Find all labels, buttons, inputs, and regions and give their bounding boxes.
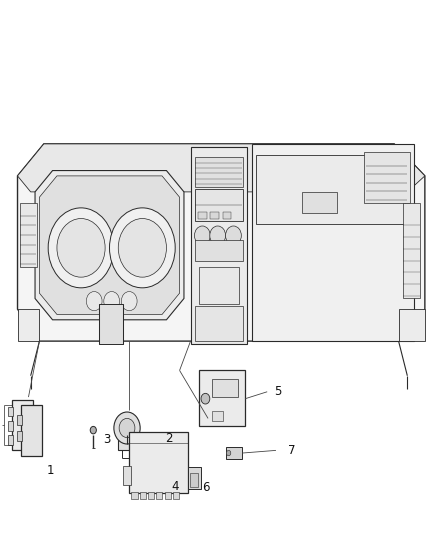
Bar bbox=[210, 212, 219, 219]
Bar bbox=[195, 306, 243, 341]
Bar bbox=[8, 407, 13, 416]
Bar bbox=[195, 240, 243, 261]
Polygon shape bbox=[18, 309, 39, 341]
Polygon shape bbox=[18, 144, 425, 341]
Bar bbox=[17, 415, 22, 425]
Circle shape bbox=[118, 219, 166, 277]
Bar bbox=[191, 147, 247, 344]
Bar bbox=[99, 304, 123, 344]
Circle shape bbox=[57, 219, 105, 277]
Bar bbox=[20, 203, 37, 266]
Bar bbox=[223, 212, 231, 219]
Polygon shape bbox=[18, 144, 425, 192]
Bar bbox=[118, 434, 160, 450]
Text: 4: 4 bbox=[171, 480, 179, 492]
Bar bbox=[190, 473, 198, 487]
Bar bbox=[256, 155, 405, 224]
Text: 2: 2 bbox=[165, 432, 173, 445]
Circle shape bbox=[90, 426, 96, 434]
Bar bbox=[212, 379, 238, 397]
Bar bbox=[156, 492, 162, 499]
Bar bbox=[145, 441, 169, 450]
Bar bbox=[123, 466, 131, 485]
Bar bbox=[188, 467, 201, 489]
Bar bbox=[252, 144, 414, 341]
Polygon shape bbox=[21, 405, 42, 456]
Bar bbox=[17, 431, 22, 441]
Bar bbox=[195, 157, 243, 187]
Polygon shape bbox=[12, 400, 33, 450]
Bar bbox=[140, 492, 146, 499]
Circle shape bbox=[121, 292, 137, 311]
Bar bbox=[195, 189, 243, 221]
Bar bbox=[129, 432, 188, 493]
Bar bbox=[131, 492, 138, 499]
Text: 3: 3 bbox=[104, 433, 111, 446]
Circle shape bbox=[201, 393, 210, 404]
Text: 6: 6 bbox=[202, 481, 210, 494]
Polygon shape bbox=[35, 171, 184, 320]
Circle shape bbox=[210, 226, 226, 245]
Bar bbox=[198, 212, 207, 219]
Bar bbox=[165, 492, 171, 499]
Circle shape bbox=[119, 418, 135, 438]
Polygon shape bbox=[399, 309, 425, 341]
Bar bbox=[226, 447, 242, 459]
Bar bbox=[173, 492, 179, 499]
Circle shape bbox=[194, 226, 210, 245]
Bar bbox=[148, 492, 154, 499]
Text: 5: 5 bbox=[275, 385, 282, 398]
Circle shape bbox=[104, 292, 120, 311]
Circle shape bbox=[114, 412, 140, 444]
Bar bbox=[8, 421, 13, 431]
Circle shape bbox=[226, 226, 241, 245]
Polygon shape bbox=[39, 176, 180, 314]
Text: 1: 1 bbox=[46, 464, 54, 477]
Bar bbox=[302, 192, 337, 213]
Bar bbox=[199, 370, 245, 426]
Bar bbox=[8, 435, 13, 445]
Bar bbox=[212, 411, 223, 421]
Circle shape bbox=[226, 450, 231, 456]
Text: 7: 7 bbox=[287, 444, 295, 457]
Bar bbox=[403, 203, 420, 298]
Circle shape bbox=[48, 208, 114, 288]
Circle shape bbox=[86, 292, 102, 311]
Bar bbox=[199, 266, 239, 304]
Circle shape bbox=[110, 208, 175, 288]
Bar bbox=[364, 152, 410, 203]
